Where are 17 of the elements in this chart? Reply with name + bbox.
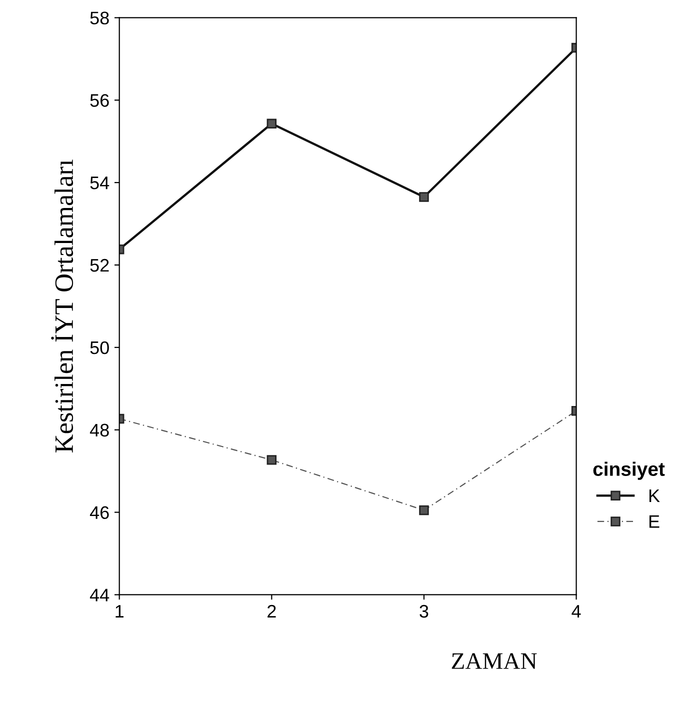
y-tick-label: 58 [90,12,109,24]
y-tick-label: 56 [90,94,109,107]
y-tick-label: 44 [90,588,110,602]
y-tick-label: 54 [90,176,110,190]
x-axis-title: ZAMAN [452,653,537,669]
y-tick-label: 52 [90,258,109,272]
x-tick-label: 1 [116,605,124,618]
legend-title: cinsiyet [593,462,665,480]
y-axis-title: Kestirilen İYT Ortalamaları [51,160,74,452]
x-tick-label: 4 [572,605,581,618]
y-tick-label: 50 [90,341,109,354]
x-tick-label: 3 [420,604,428,618]
y-tick-label: 46 [90,506,109,520]
legend-label: K [649,490,660,502]
legend-label: E [649,515,660,528]
y-tick-label: 48 [90,424,109,437]
x-tick-label: 2 [268,604,276,618]
